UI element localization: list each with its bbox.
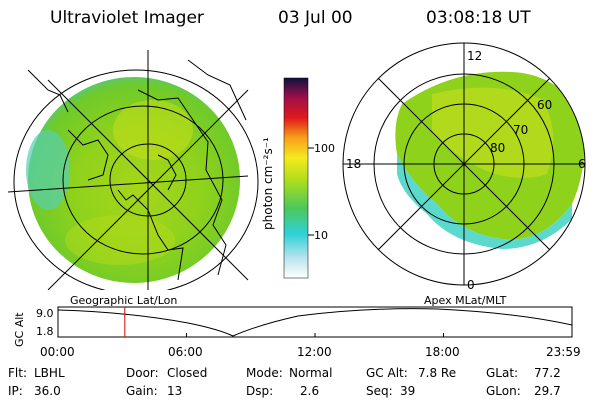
door-label: Door: — [126, 366, 159, 380]
time-tick-1200: 12:00 — [297, 345, 332, 359]
time-tick-0000: 00:00 — [40, 345, 75, 359]
coastline — [67, 129, 109, 181]
gain-label: Gain: — [126, 384, 158, 398]
gc-alt-label: GC Alt: — [366, 366, 408, 380]
time-tick-0600: 06:00 — [168, 345, 203, 359]
mlt-label-6: 6 — [578, 157, 586, 171]
mlt-label-12: 12 — [467, 49, 483, 63]
coastline — [27, 69, 69, 113]
mlt-label-0: 0 — [467, 278, 475, 292]
right-panel-title: Apex MLat/MLT — [424, 294, 507, 307]
mlt-meridian-line — [377, 77, 551, 251]
mlt-label-18: 18 — [346, 157, 362, 171]
auroral-edge-cyan — [397, 154, 572, 249]
intensity-colorbar — [283, 77, 314, 279]
coastline — [137, 89, 227, 276]
altitude-strip-plot — [57, 306, 573, 338]
mode-value: Normal — [289, 366, 333, 380]
coastline — [117, 189, 184, 281]
mlat-label-80: 80 — [490, 141, 506, 155]
image-time: 03:08:18 UT — [426, 8, 531, 28]
colorbar-tick-10: 10 — [314, 229, 328, 242]
altitude-ytick-min: 1.8 — [36, 325, 54, 338]
latitude-circle — [13, 69, 259, 290]
left-panel-title: Geographic Lat/Lon — [70, 294, 178, 307]
time-tick-2359: 23:59 — [546, 345, 581, 359]
ip-value: 36.0 — [34, 384, 61, 398]
time-tick-1800: 18:00 — [425, 345, 460, 359]
glat-value: 77.2 — [534, 366, 561, 380]
dsp-label: Dsp: — [246, 384, 274, 398]
longitude-line — [47, 89, 249, 290]
seq-label: Seq: — [366, 384, 393, 398]
altitude-ytick-max: 9.0 — [36, 307, 54, 320]
gain-value: 13 — [167, 384, 183, 398]
geographic-image-panel — [8, 50, 259, 290]
dsp-value: 2.6 — [300, 384, 320, 398]
filter-value: LBHL — [34, 366, 65, 380]
ip-label: IP: — [8, 384, 23, 398]
mlat-label-70: 70 — [513, 123, 529, 137]
coastline — [157, 154, 177, 191]
door-value: Closed — [167, 366, 208, 380]
glon-label: GLon: — [486, 384, 521, 398]
longitude-line — [47, 79, 249, 281]
image-date: 03 Jul 00 — [278, 8, 353, 28]
filter-label: Flt: — [8, 366, 27, 380]
gc-alt-value: 7.8 Re — [418, 366, 457, 380]
glon-value: 29.7 — [534, 384, 561, 398]
colorbar-unit-label: photon cm⁻²s⁻¹ — [261, 137, 275, 230]
latitude-circle — [62, 105, 224, 255]
colorbar-tick-100: 100 — [314, 142, 335, 155]
coastline — [187, 59, 247, 121]
mlat-label-60: 60 — [537, 98, 553, 112]
altitude-ylabel: GC Alt — [13, 312, 26, 347]
auroral-bright-patch — [113, 100, 193, 160]
altitude-curve — [57, 308, 573, 337]
instrument-title: Ultraviolet Imager — [50, 8, 204, 28]
apex-polar-panel — [342, 42, 586, 286]
mode-label: Mode: — [246, 366, 283, 380]
glat-label: GLat: — [486, 366, 519, 380]
longitude-line — [8, 175, 249, 193]
seq-value: 39 — [400, 384, 416, 398]
auroral-bright-patch — [65, 215, 175, 265]
